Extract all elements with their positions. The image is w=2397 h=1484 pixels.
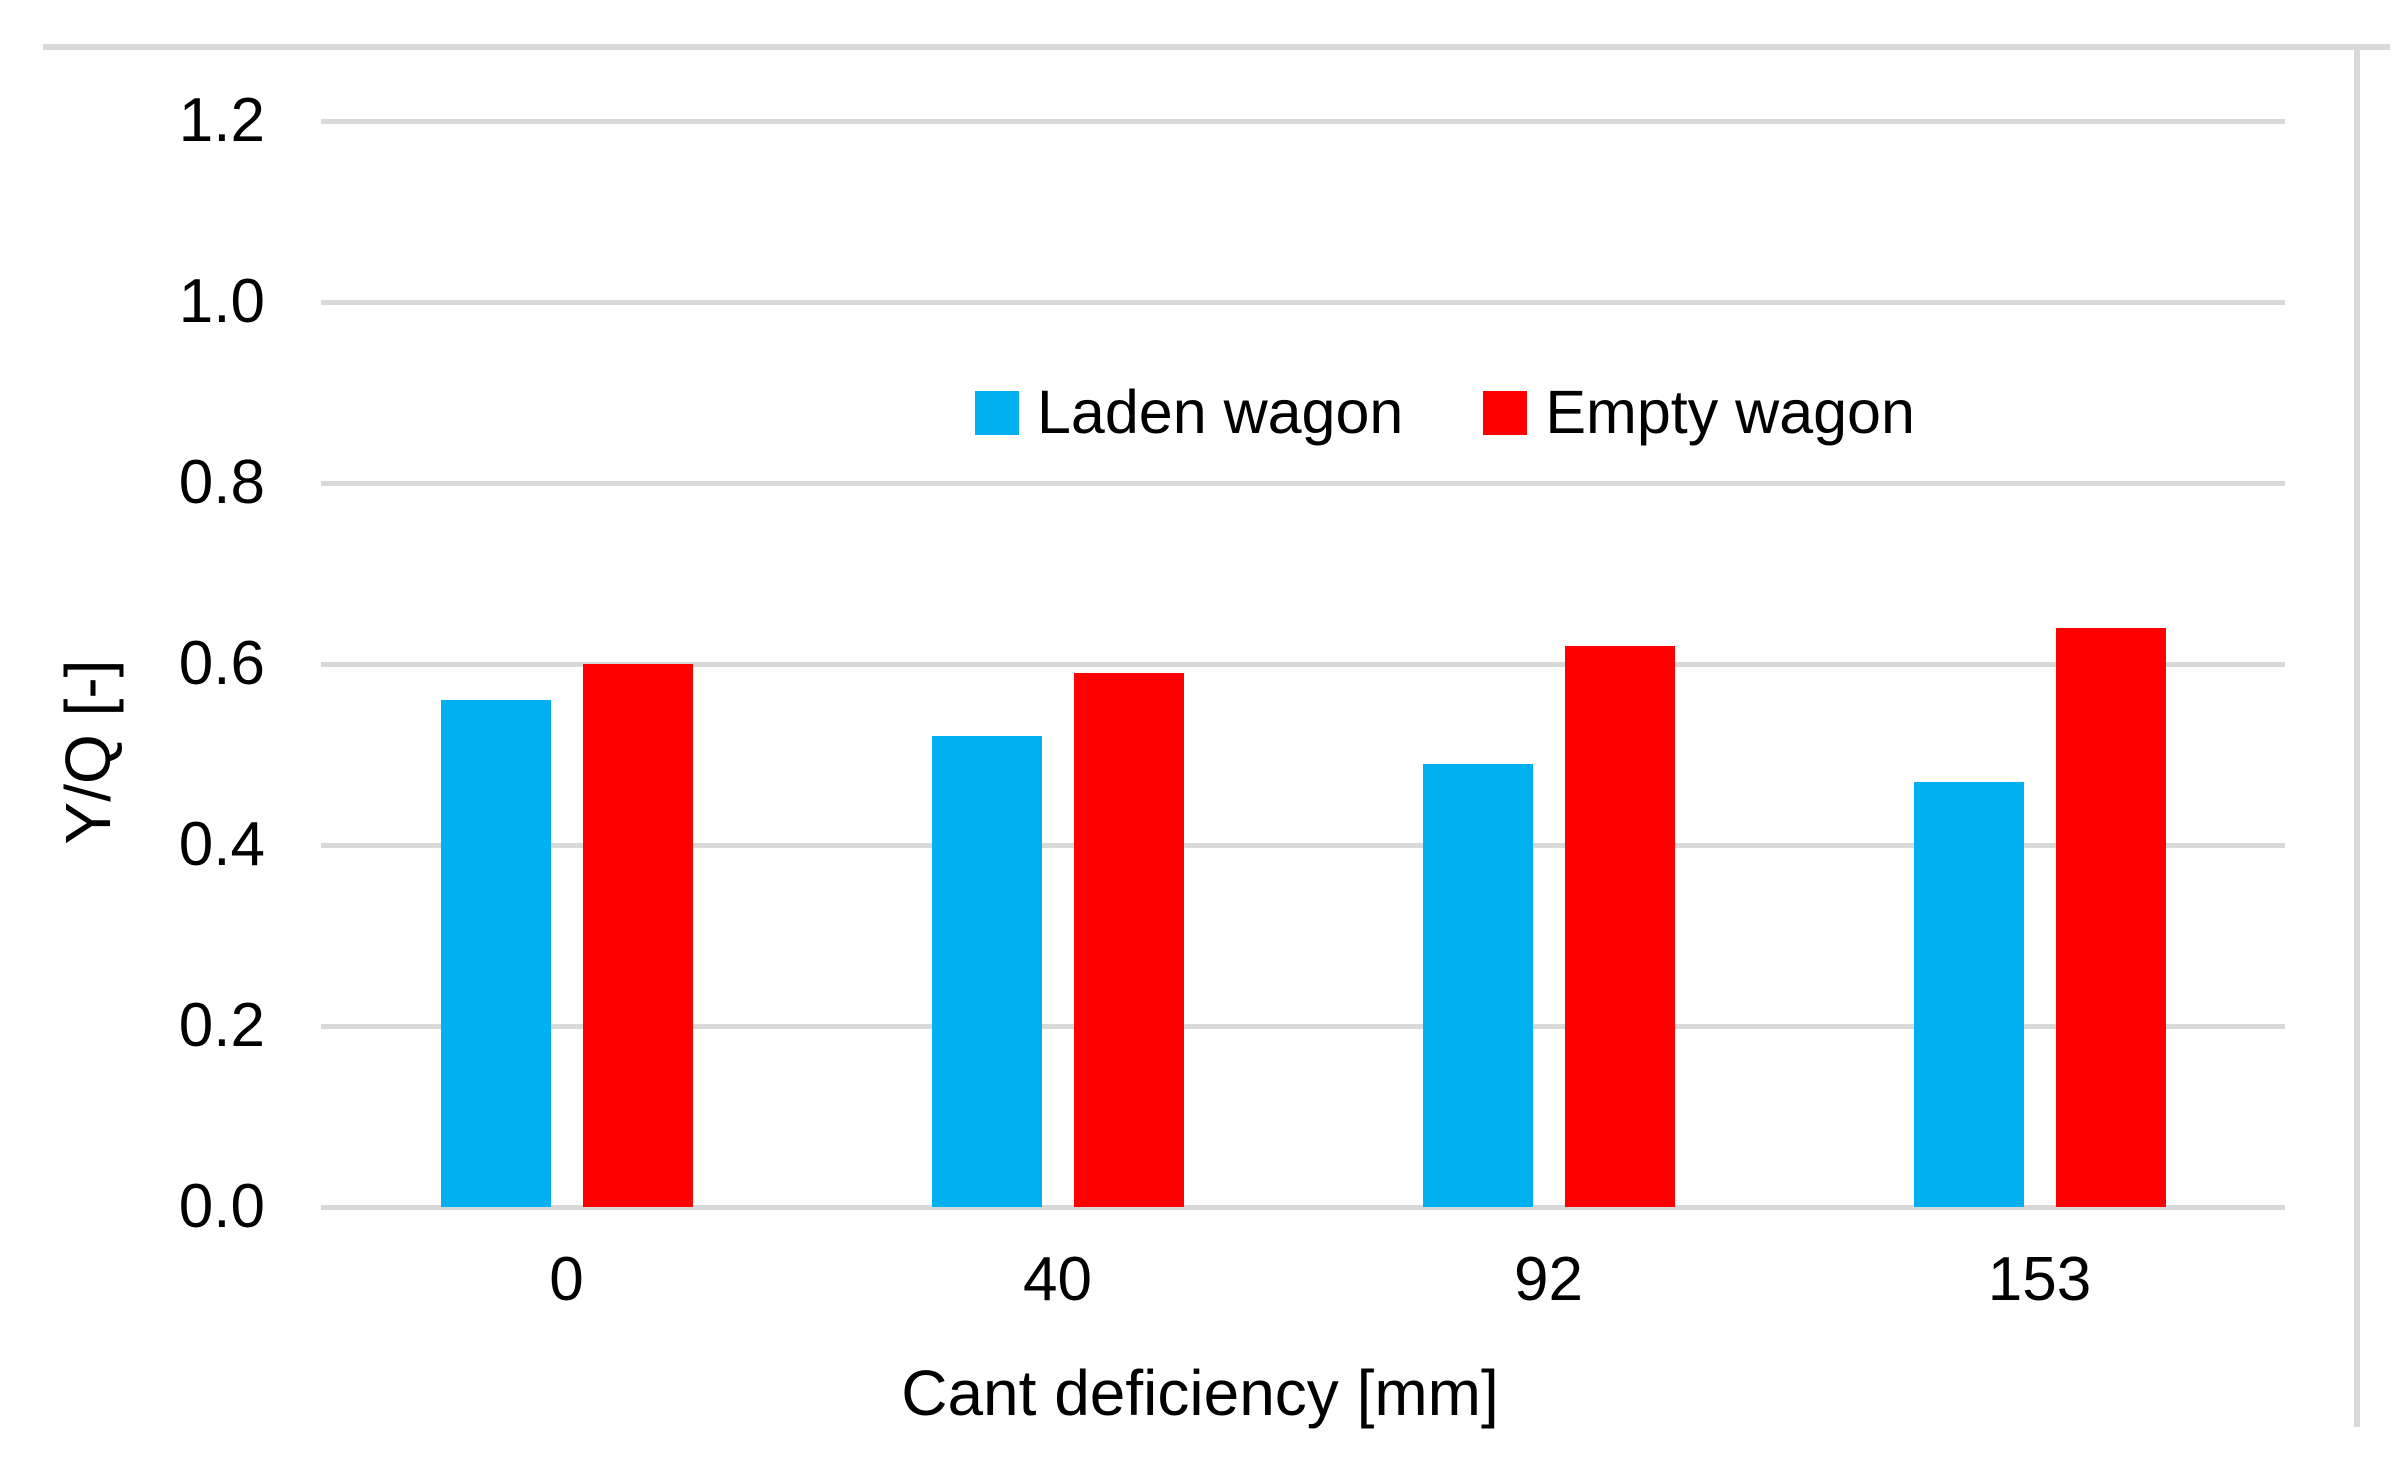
y-tick-label: 1.2 [178,86,265,155]
y-tick-label: 1.0 [178,267,265,336]
gridline [321,843,2285,848]
y-tick-label: 0.4 [178,810,265,879]
x-tick-label: 92 [1514,1245,1583,1314]
bar-laden-wagon-0 [440,700,551,1207]
bar-laden-wagon-153 [1913,781,2024,1207]
legend-swatch-icon [1483,390,1528,435]
y-tick-label: 0.2 [178,991,265,1060]
gridline [321,1205,2285,1210]
legend: Laden wagon Empty wagon [975,382,1915,443]
x-tick-label: 153 [1987,1245,2092,1314]
y-tick-label: 0.6 [178,629,265,698]
x-axis-title: Cant deficiency [mm] [901,1357,1499,1429]
chart-right-border [2354,44,2360,1427]
y-tick-label: 0.0 [178,1172,265,1241]
chart-top-border [43,44,2390,50]
gridline [321,300,2285,305]
legend-item-laden-wagon: Laden wagon [975,382,1403,443]
bar-laden-wagon-92 [1422,763,1533,1207]
legend-swatch-icon [975,390,1019,435]
plot-area [321,119,2285,1210]
bar-empty-wagon-92 [1564,645,1675,1207]
x-tick-label: 40 [1023,1245,1092,1314]
bar-empty-wagon-40 [1073,673,1184,1207]
legend-item-empty-wagon: Empty wagon [1483,382,1915,443]
gridline [321,662,2285,667]
legend-label: Empty wagon [1545,378,1915,446]
bar-laden-wagon-40 [931,736,1042,1207]
y-tick-label: 0.8 [178,448,265,517]
x-tick-label: 0 [549,1245,584,1314]
legend-label: Laden wagon [1037,378,1404,446]
bar-empty-wagon-0 [582,664,693,1207]
gridline [321,1024,2285,1029]
gridline [321,481,2285,486]
bar-empty-wagon-153 [2055,627,2166,1207]
gridline [321,119,2285,124]
